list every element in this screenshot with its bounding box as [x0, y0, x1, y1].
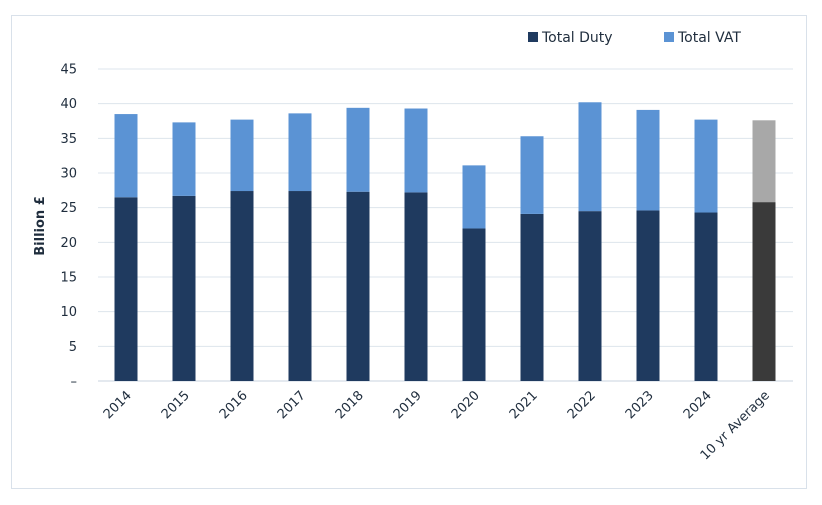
- bar-total-vat: [288, 113, 312, 192]
- x-tick-label: 2021: [507, 388, 541, 422]
- bar-total-duty: [520, 213, 544, 381]
- y-tick-label: 35: [60, 132, 77, 147]
- y-tick-label: 40: [60, 97, 77, 112]
- bar-total-duty: [114, 197, 138, 381]
- x-tick-label: 2022: [565, 388, 599, 422]
- bar-total-vat: [694, 119, 718, 213]
- bar-total-duty: [636, 210, 660, 381]
- bar-total-duty: [404, 192, 428, 381]
- bar-total-duty: [346, 191, 370, 381]
- bar-total-vat: [636, 109, 660, 211]
- x-tick-label: 2017: [275, 388, 309, 422]
- bar-total-duty: [694, 212, 718, 381]
- y-tick-label: –: [71, 375, 78, 390]
- bar-total-duty: [752, 202, 776, 381]
- x-tick-label: 2014: [101, 388, 135, 422]
- bar-total-vat: [520, 136, 544, 214]
- bar-total-vat: [114, 114, 138, 198]
- y-tick-label: 20: [60, 236, 77, 251]
- legend-swatch: [664, 32, 674, 42]
- x-tick-label: 2015: [159, 388, 193, 422]
- x-tick-label: 2016: [217, 388, 251, 422]
- y-tick-label: 30: [60, 167, 77, 182]
- x-tick-label: 2019: [391, 388, 425, 422]
- legend: Total Duty Total VAT: [528, 30, 741, 46]
- legend-swatch: [528, 32, 538, 42]
- y-tick-label: 45: [60, 63, 77, 78]
- x-tick-label: 2023: [623, 388, 657, 422]
- bar-total-vat: [404, 108, 428, 193]
- y-axis-label: Billion £: [33, 196, 48, 256]
- y-tick-label: 25: [60, 201, 77, 216]
- legend-label: Total VAT: [677, 30, 741, 46]
- bar-total-vat: [346, 107, 370, 192]
- bar-total-vat: [752, 120, 776, 203]
- bar-total-duty: [462, 228, 486, 381]
- y-axis-ticks: – 5 10 15 20 25 30 35 40 45: [60, 63, 77, 390]
- y-tick-label: 10: [60, 305, 77, 320]
- bar-total-vat: [230, 119, 254, 192]
- bar-total-duty: [230, 191, 254, 381]
- x-tick-label: 2020: [449, 388, 483, 422]
- bar-total-duty: [578, 211, 602, 381]
- legend-label: Total Duty: [541, 30, 613, 46]
- bar-total-vat: [578, 102, 602, 212]
- x-axis-ticks: 2014 2015 2016 2017 2018 2019 2020 2021 2022 2023…: [101, 388, 773, 463]
- bars: [114, 102, 776, 381]
- x-tick-label: 2024: [681, 388, 715, 422]
- bar-total-vat: [462, 165, 486, 229]
- gridlines: [98, 68, 793, 382]
- y-tick-label: 15: [60, 271, 77, 286]
- x-tick-label: 2018: [333, 388, 367, 422]
- bar-total-duty: [288, 191, 312, 381]
- y-tick-label: 5: [69, 340, 77, 355]
- bar-total-vat: [172, 122, 196, 196]
- bar-total-duty: [172, 195, 196, 381]
